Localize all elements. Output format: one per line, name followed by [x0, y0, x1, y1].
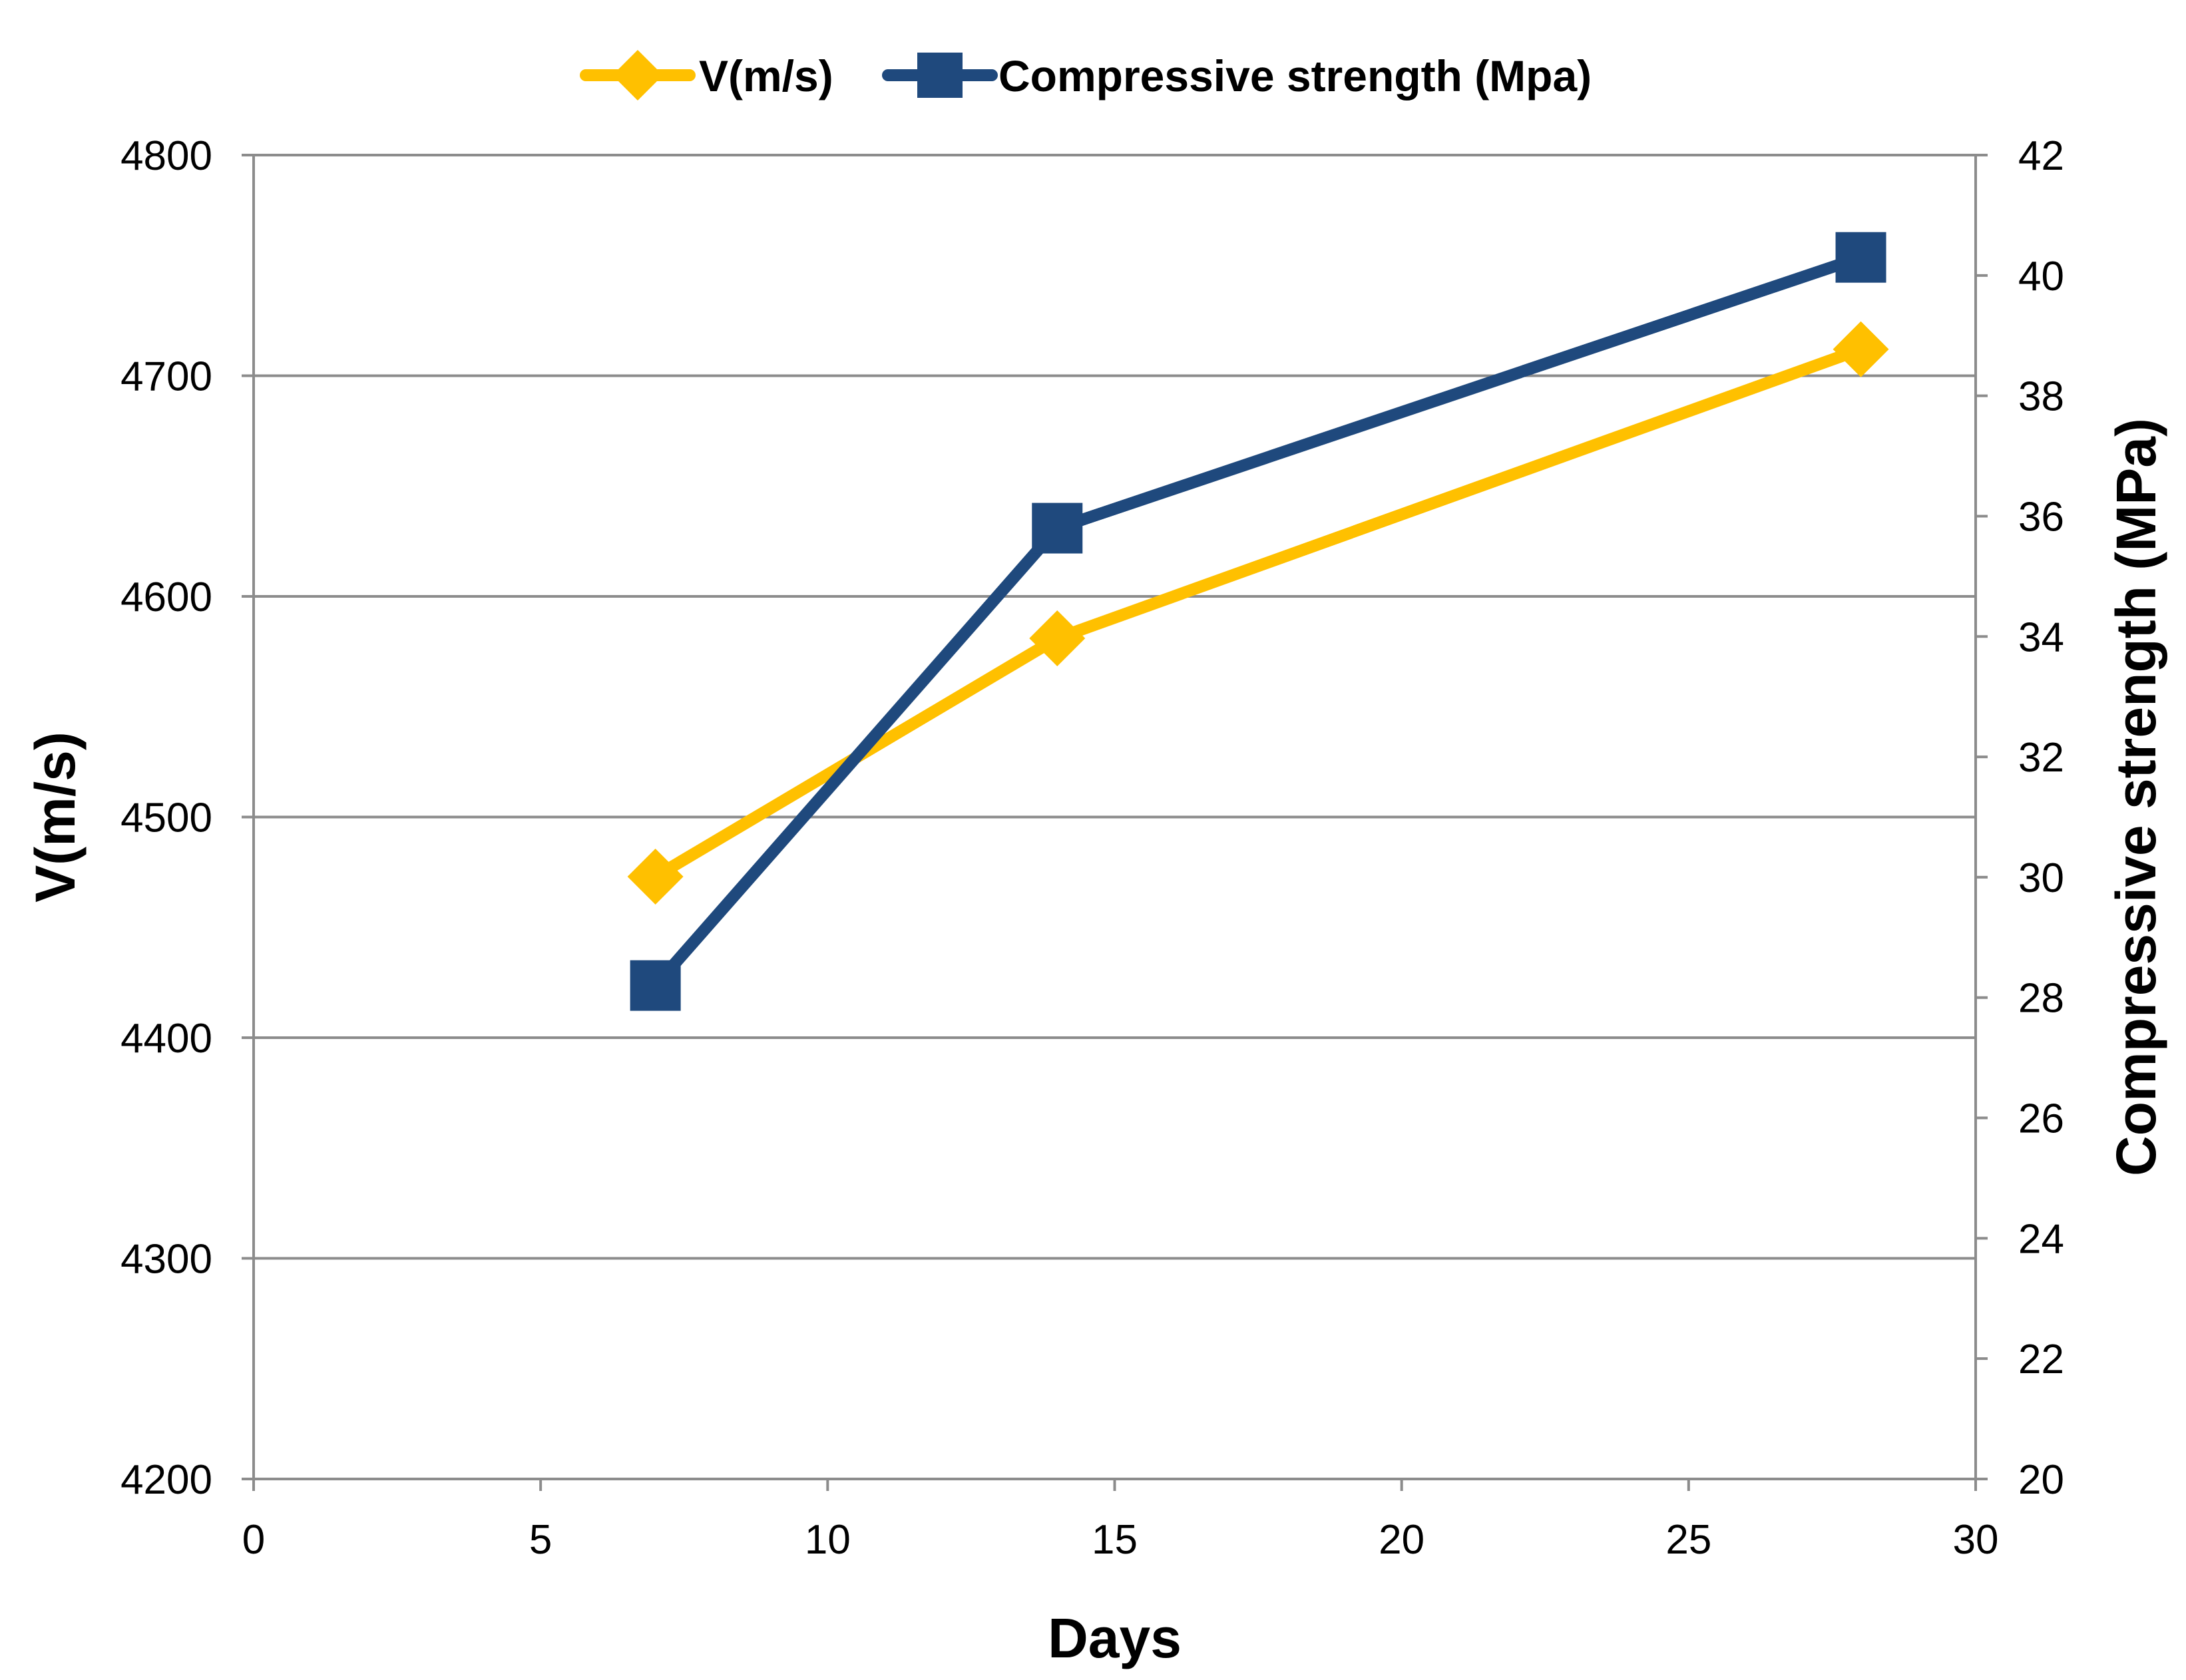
data-point-diamond: [1833, 321, 1889, 377]
right-y-tick-label: 26: [2018, 1096, 2064, 1142]
x-tick-label: 30: [1953, 1517, 1999, 1563]
right-y-tick-label: 20: [2018, 1457, 2064, 1503]
right-y-tick-label: 32: [2018, 735, 2064, 781]
series-line: [649, 251, 1867, 992]
left-y-tick-label: 4200: [120, 1457, 212, 1503]
x-tick-label: 25: [1665, 1517, 1711, 1563]
right-y-axis-title: Compressive strength (MPa): [2105, 418, 2167, 1176]
legend-label: V(m/s): [699, 51, 833, 101]
x-tick-label: 5: [529, 1517, 552, 1563]
left-y-tick-label: 4800: [120, 133, 212, 179]
legend: V(m/s) Compressive strength (Mpa): [580, 50, 1592, 101]
data-point-square: [1032, 503, 1083, 554]
left-y-tick-label: 4300: [120, 1237, 212, 1283]
right-y-tick-label: 24: [2018, 1216, 2064, 1262]
data-point-diamond: [1029, 610, 1086, 666]
right-y-tick-label: 40: [2018, 254, 2064, 300]
left-y-axis-ticks: 4200 4300 4400 4500 4600 4700 4800: [120, 133, 254, 1503]
legend-marker-square: [917, 53, 963, 98]
gridlines: [254, 154, 1976, 1260]
data-point-diamond: [627, 849, 684, 905]
series-layer: [627, 232, 1889, 1011]
right-y-axis-ticks: 20 22 24 26 28 30 32 34 36 38 40 42: [1976, 133, 2064, 1503]
left-y-tick-label: 4400: [120, 1016, 212, 1062]
right-y-tick-label: 42: [2018, 133, 2064, 179]
left-y-tick-label: 4500: [120, 795, 212, 841]
right-y-tick-label: 36: [2018, 494, 2064, 540]
x-tick-label: 10: [805, 1517, 851, 1563]
left-y-axis-title: V(m/s): [24, 732, 87, 903]
series-line: [649, 343, 1867, 883]
right-y-tick-label: 38: [2018, 374, 2064, 420]
series-compressive-strength: [630, 232, 1886, 1011]
x-axis-title: Days: [1048, 1607, 1182, 1669]
left-y-tick-label: 4700: [120, 354, 212, 400]
legend-item: V(m/s): [580, 50, 833, 101]
legend-item: Compressive strength (Mpa): [882, 51, 1592, 101]
right-y-tick-label: 34: [2018, 614, 2064, 660]
right-y-tick-label: 30: [2018, 855, 2064, 901]
right-y-tick-label: 28: [2018, 976, 2064, 1022]
data-point-square: [630, 960, 681, 1011]
legend-marker-diamond: [612, 50, 663, 101]
legend-label: Compressive strength (Mpa): [998, 51, 1592, 101]
series-velocity: [627, 321, 1889, 905]
x-tick-label: 15: [1092, 1517, 1138, 1563]
x-tick-label: 0: [242, 1517, 265, 1563]
x-axis-ticks: 0 5 10 15 20 25 30: [242, 1479, 1999, 1563]
x-tick-label: 20: [1379, 1517, 1424, 1563]
left-y-tick-label: 4600: [120, 574, 212, 620]
right-y-tick-label: 22: [2018, 1337, 2064, 1382]
data-point-square: [1835, 232, 1886, 283]
